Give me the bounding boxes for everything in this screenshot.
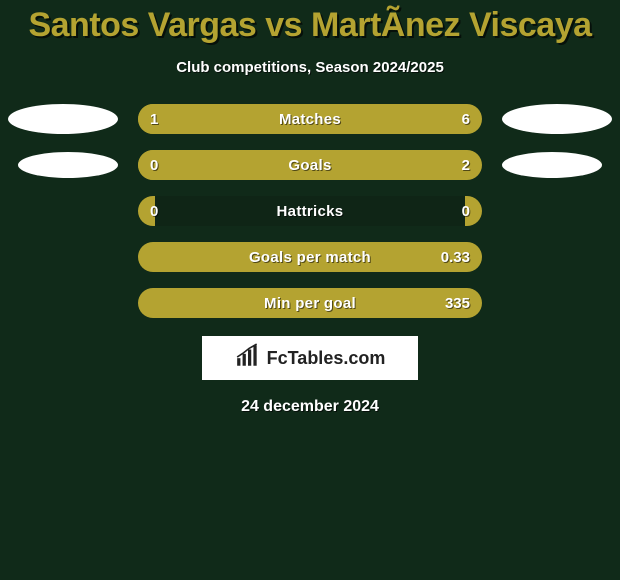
stat-value-right: 2 (462, 150, 470, 180)
stat-value-right: 6 (462, 104, 470, 134)
stat-bar: Goals per match0.33 (138, 242, 482, 272)
stat-label: Min per goal (138, 288, 482, 318)
player-right-avatar (502, 104, 612, 134)
page-title: Santos Vargas vs MartÃ­nez Viscaya (0, 0, 620, 45)
stat-bar: Min per goal335 (138, 288, 482, 318)
stat-bar: 1Matches6 (138, 104, 482, 134)
stat-bar: 0Goals2 (138, 150, 482, 180)
barchart-icon (235, 343, 261, 374)
stat-label: Goals per match (138, 242, 482, 272)
player-left-avatar (8, 104, 118, 134)
player-right-avatar (502, 152, 602, 178)
stat-label: Goals (138, 150, 482, 180)
comparison-row: 0Goals2 (0, 150, 620, 180)
stat-bar: 0Hattricks0 (138, 196, 482, 226)
stat-value-right: 335 (445, 288, 470, 318)
source-badge: FcTables.com (202, 336, 418, 380)
stat-label: Hattricks (138, 196, 482, 226)
stat-value-right: 0.33 (441, 242, 470, 272)
stat-label: Matches (138, 104, 482, 134)
page-subtitle: Club competitions, Season 2024/2025 (0, 59, 620, 76)
source-badge-text: FcTables.com (267, 348, 386, 369)
date-label: 24 december 2024 (0, 398, 620, 416)
stat-value-right: 0 (462, 196, 470, 226)
comparison-chart: 1Matches60Goals20Hattricks0Goals per mat… (0, 104, 620, 318)
comparison-row: Min per goal335 (0, 288, 620, 318)
player-left-avatar (18, 152, 118, 178)
comparison-row: Goals per match0.33 (0, 242, 620, 272)
comparison-row: 0Hattricks0 (0, 196, 620, 226)
comparison-row: 1Matches6 (0, 104, 620, 134)
